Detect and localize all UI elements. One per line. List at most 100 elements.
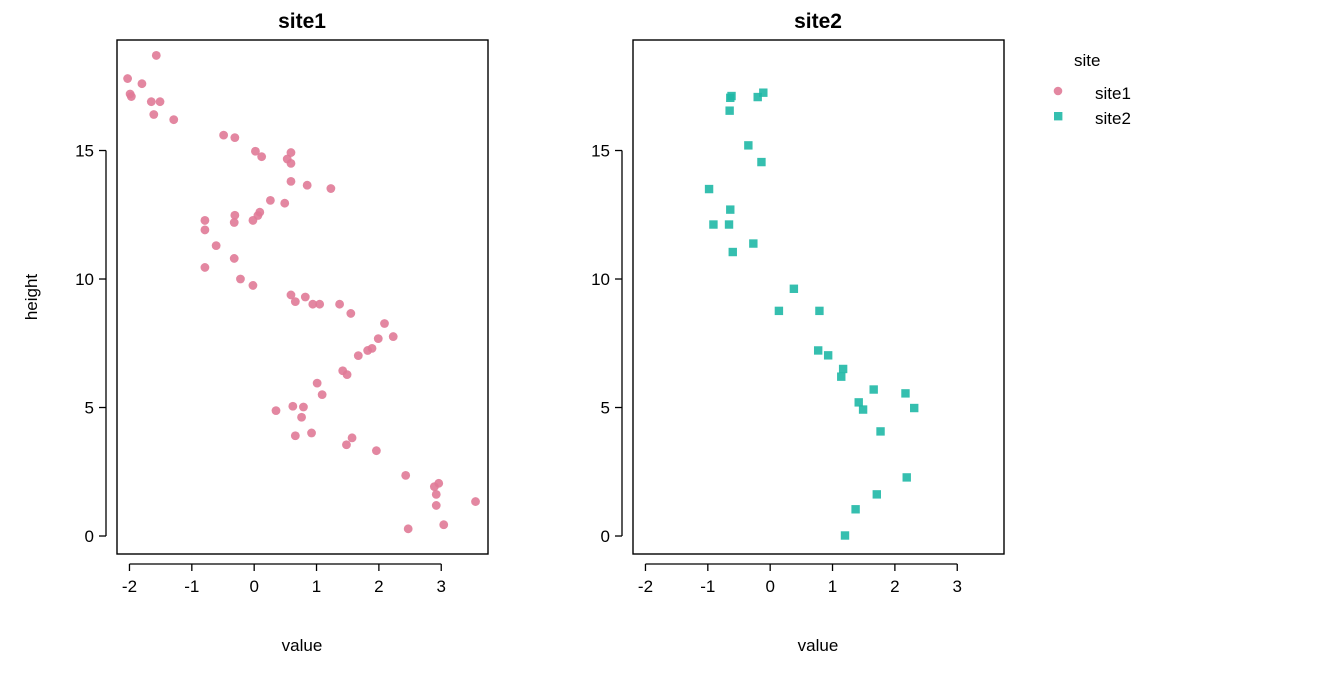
x-axis-label-site2: value <box>798 636 839 655</box>
data-point-site1 <box>346 309 356 318</box>
data-point-site1 <box>302 180 312 190</box>
data-point-site2 <box>744 141 753 150</box>
data-point-site1 <box>286 290 296 300</box>
data-point-site2 <box>813 346 823 355</box>
data-point-site1 <box>342 440 351 450</box>
data-point-site1 <box>371 446 381 456</box>
data-point-site1 <box>146 97 156 107</box>
legend-item-site2: site2 <box>1054 109 1131 128</box>
data-point-site1 <box>431 501 441 510</box>
legend-label-site2: site2 <box>1095 109 1131 128</box>
data-point-site2 <box>851 505 860 514</box>
data-point-site1 <box>280 198 290 208</box>
data-point-site1 <box>326 184 336 193</box>
data-point-site2 <box>727 91 736 101</box>
data-point-site1 <box>290 431 300 441</box>
data-point-site1 <box>335 299 344 309</box>
data-point-site2 <box>724 220 734 229</box>
data-point-site2 <box>869 385 878 394</box>
data-point-site1 <box>363 346 373 355</box>
data-point-site1 <box>439 520 449 530</box>
data-point-site1 <box>299 402 308 412</box>
data-point-site1 <box>317 390 327 400</box>
data-point-site1 <box>271 406 281 415</box>
data-point-site2 <box>789 284 799 293</box>
y-tick-label: 5 <box>601 399 610 418</box>
data-point-site2 <box>854 398 863 407</box>
data-point-site2 <box>837 372 846 381</box>
data-point-site1 <box>219 130 229 140</box>
data-point-site1 <box>286 176 296 186</box>
data-point-site1 <box>200 263 210 272</box>
y-axis-site1: 0 5 10 15 <box>75 142 107 546</box>
y-tick-label: 10 <box>591 270 610 289</box>
x-tick-label: 3 <box>437 577 446 596</box>
y-tick-label: 0 <box>601 527 610 546</box>
x-tick-label: 1 <box>312 577 321 596</box>
x-tick-label: -1 <box>184 577 199 596</box>
legend-title: site <box>1074 51 1100 70</box>
y-tick-label: 5 <box>85 399 94 418</box>
data-point-site1 <box>265 195 275 205</box>
data-point-site2 <box>726 205 735 214</box>
data-point-site1 <box>401 470 411 480</box>
data-point-site1 <box>353 351 363 360</box>
data-point-site2 <box>902 473 911 482</box>
data-point-site2 <box>872 490 881 499</box>
panel-site2: site2 -2 -1 0 1 2 3 0 5 10 15 value <box>591 10 1005 655</box>
legend: site site1 site2 <box>1053 51 1131 128</box>
data-point-site1 <box>123 74 132 83</box>
data-point-site1 <box>307 428 316 438</box>
data-point-site1 <box>286 148 296 157</box>
data-point-site1 <box>229 254 239 263</box>
data-point-site1 <box>347 433 357 443</box>
data-point-site1 <box>229 218 239 227</box>
data-point-site2 <box>876 427 885 436</box>
data-point-site1 <box>230 210 240 220</box>
data-point-site2 <box>823 351 833 360</box>
x-tick-label: -2 <box>122 577 137 596</box>
data-point-site1 <box>169 115 179 125</box>
y-axis-label: height <box>22 274 41 321</box>
data-point-site1 <box>431 489 441 499</box>
data-point-site1 <box>342 370 352 380</box>
data-point-site1 <box>388 332 398 341</box>
x-axis-site1: -2 -1 0 1 2 3 <box>122 563 446 596</box>
legend-marker-site1 <box>1053 86 1063 96</box>
points-site1 <box>123 51 480 534</box>
data-point-site2 <box>753 92 762 102</box>
y-axis-site2: 0 5 10 15 <box>591 142 623 546</box>
data-point-site1 <box>126 92 136 101</box>
legend-item-site1: site1 <box>1053 84 1131 103</box>
data-point-site1 <box>434 478 444 488</box>
data-point-site1 <box>236 274 245 284</box>
data-point-site1 <box>248 281 258 290</box>
data-point-site2 <box>910 403 919 413</box>
y-tick-label: 0 <box>85 527 94 546</box>
data-point-site1 <box>297 412 306 422</box>
data-point-site1 <box>211 241 221 251</box>
data-point-site1 <box>137 79 147 89</box>
data-point-site1 <box>149 110 159 119</box>
data-point-site1 <box>471 497 480 506</box>
data-point-site1 <box>315 299 325 309</box>
data-point-site1 <box>200 216 210 225</box>
data-point-site2 <box>840 531 850 540</box>
x-tick-label: 2 <box>374 577 383 596</box>
data-point-site1 <box>155 97 165 107</box>
legend-marker-site2 <box>1054 112 1063 121</box>
x-axis-site2: -2 -1 0 1 2 3 <box>638 563 962 596</box>
data-point-site2 <box>749 239 758 248</box>
data-point-site1 <box>308 299 318 309</box>
panel-title-site1: site1 <box>278 10 326 33</box>
panel-title-site2: site2 <box>794 10 842 33</box>
x-tick-label: -2 <box>638 577 653 596</box>
panel-site1: site1 -2 -1 0 1 2 3 0 5 10 15 value <box>75 10 489 655</box>
data-point-site1 <box>288 401 298 411</box>
data-point-site1 <box>380 319 389 328</box>
x-tick-label: 3 <box>953 577 962 596</box>
data-point-site1 <box>403 524 413 534</box>
x-axis-label-site1: value <box>282 636 323 655</box>
